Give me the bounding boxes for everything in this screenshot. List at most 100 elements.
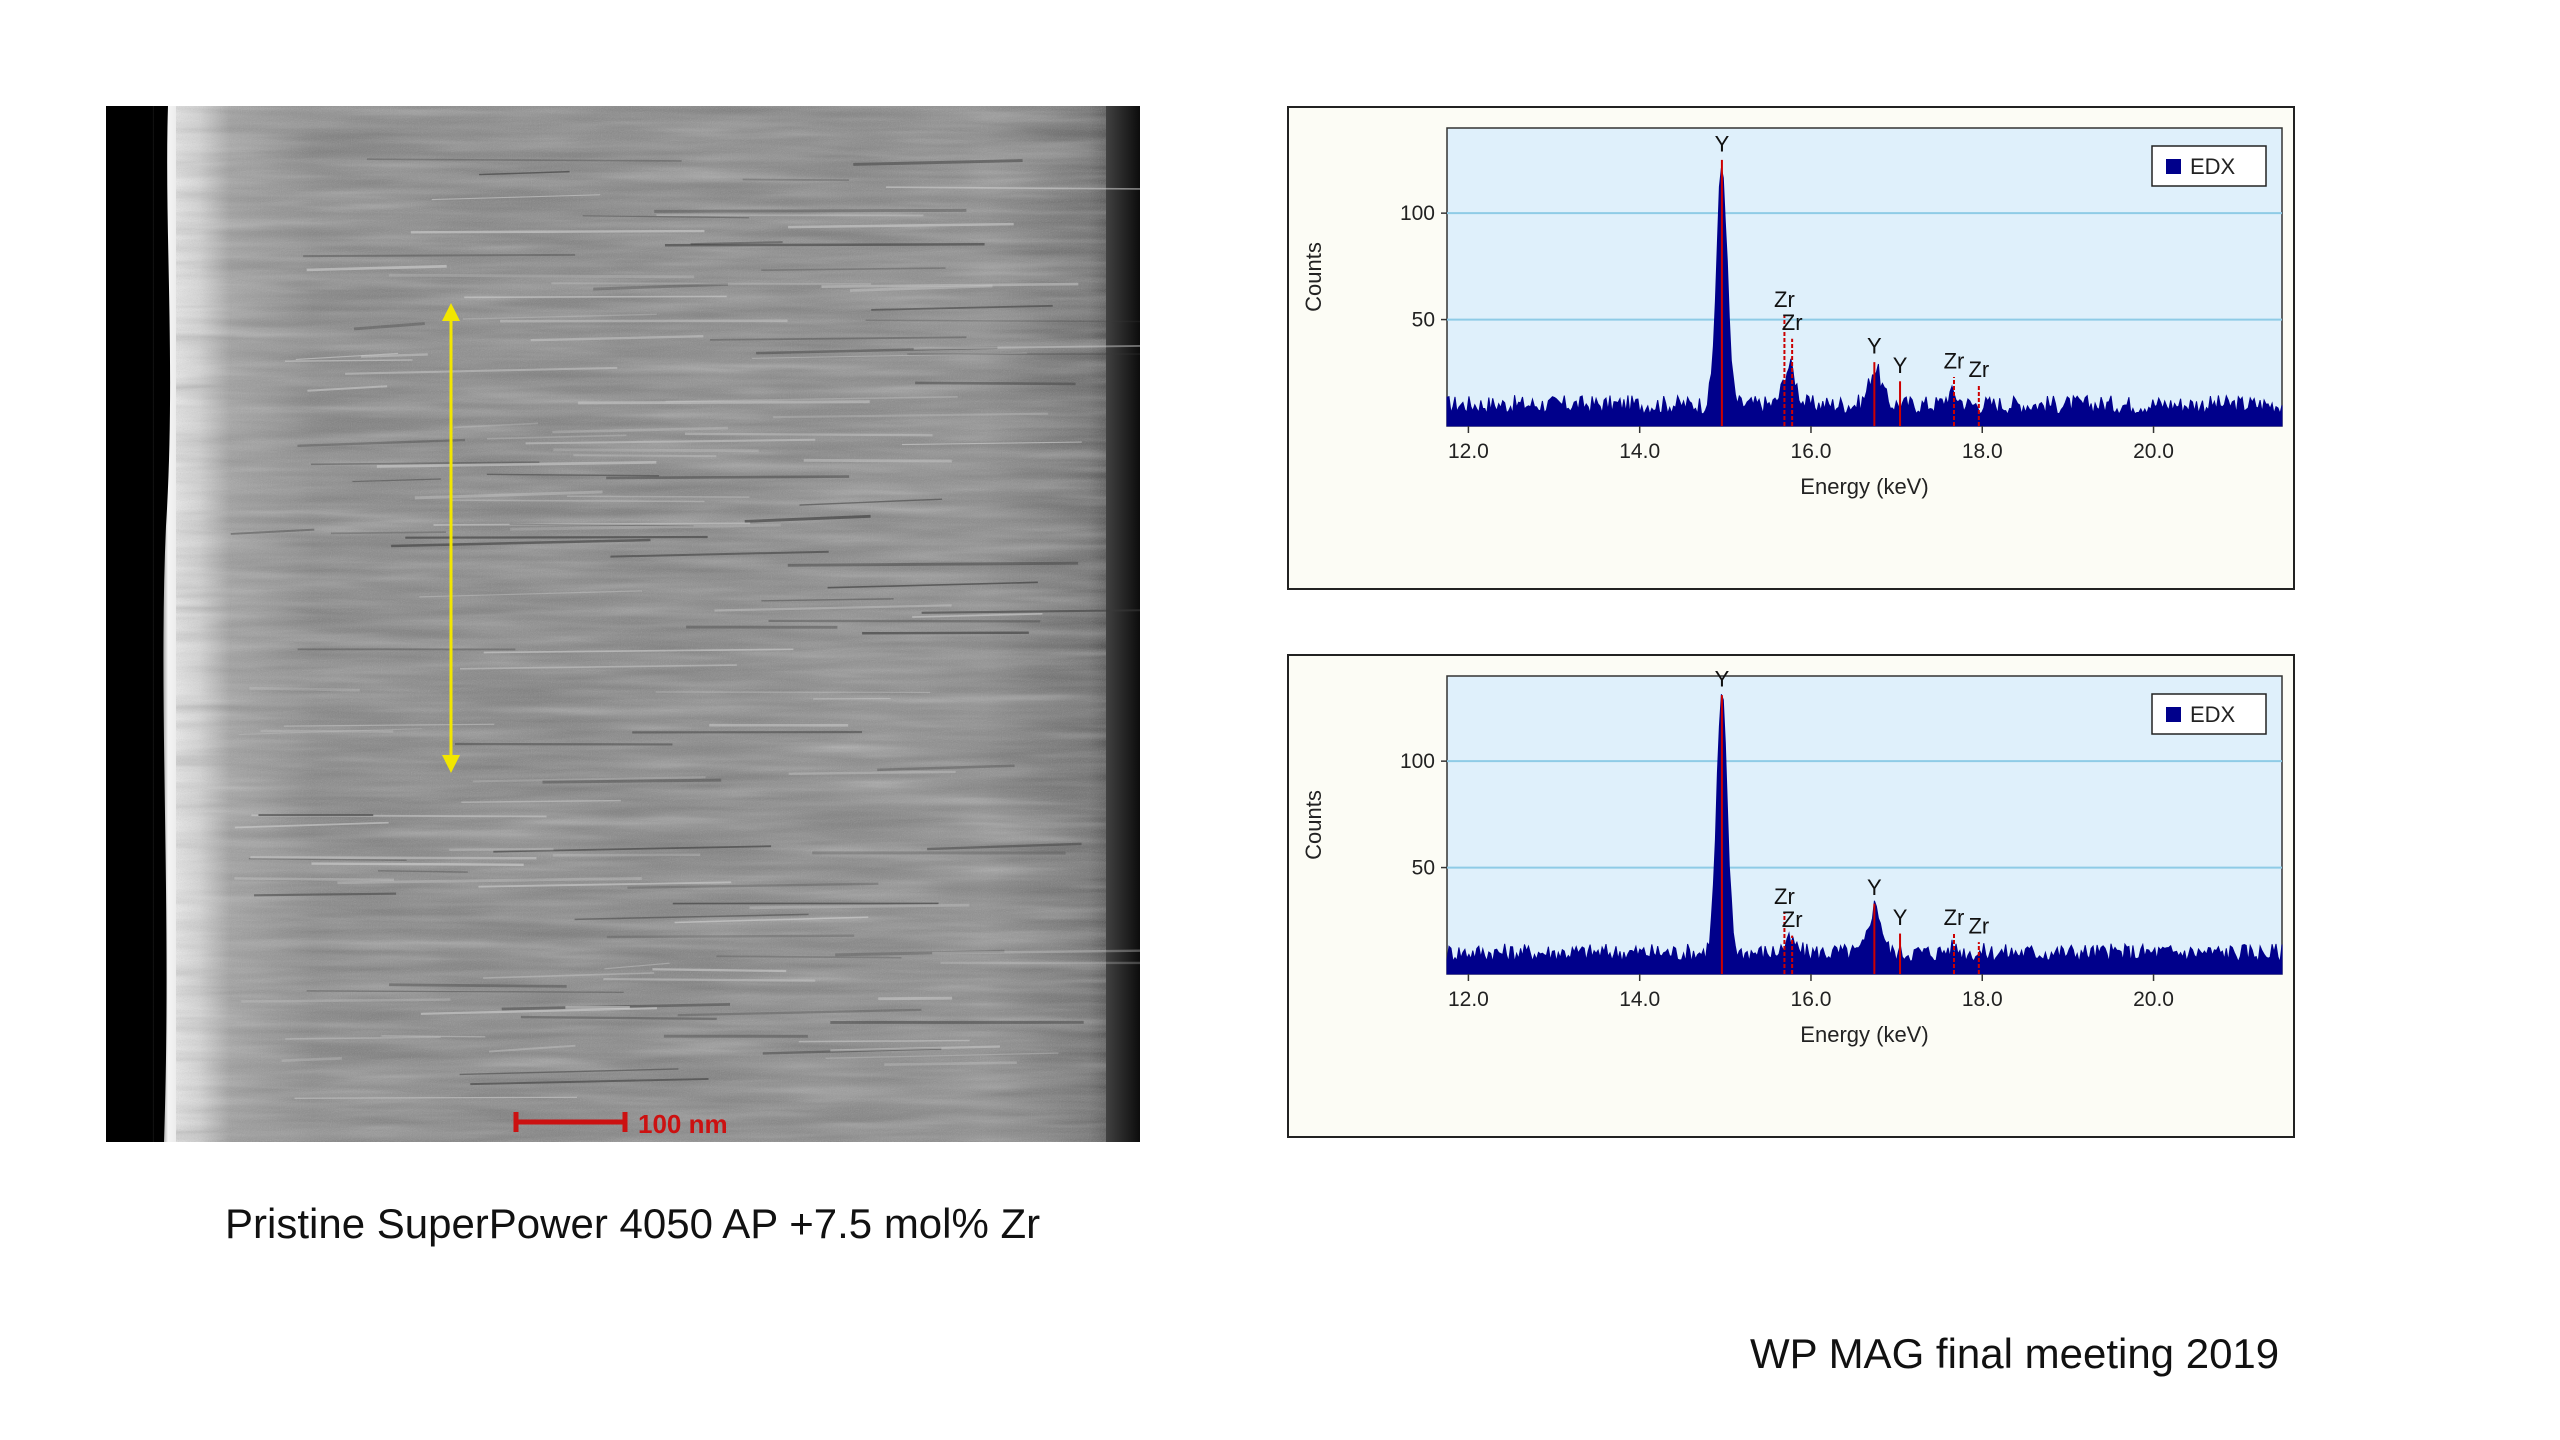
x-tick-label: 16.0 bbox=[1791, 440, 1832, 463]
sem-streak bbox=[574, 913, 809, 921]
sem-streak bbox=[849, 284, 993, 292]
sem-layer-streaks bbox=[230, 158, 1140, 1099]
sem-streak bbox=[744, 514, 871, 523]
sem-streak bbox=[654, 208, 967, 213]
sem-streak bbox=[684, 432, 933, 437]
peak-label: Zr bbox=[1968, 357, 1989, 382]
sem-streak bbox=[361, 353, 428, 358]
sem-streak bbox=[307, 385, 388, 392]
x-tick-label: 18.0 bbox=[1962, 988, 2003, 1011]
sem-micrograph: 100 nm bbox=[106, 106, 1140, 1142]
sem-streak bbox=[877, 764, 1015, 772]
sem-streak bbox=[464, 295, 727, 299]
sem-streak bbox=[787, 561, 1079, 567]
sem-streak bbox=[709, 336, 967, 341]
sem-streak bbox=[604, 962, 670, 970]
sem-micrograph-svg: 100 nm bbox=[106, 106, 1140, 1142]
spectrum-area bbox=[1446, 168, 2283, 427]
sem-streak bbox=[652, 968, 787, 973]
sem-streak bbox=[389, 983, 567, 988]
sem-streak bbox=[260, 729, 394, 733]
sem-streak bbox=[472, 776, 706, 783]
x-tick-label: 20.0 bbox=[2133, 440, 2174, 463]
sem-streak bbox=[294, 1096, 578, 1099]
sem-streak bbox=[552, 426, 728, 434]
y-tick-label: 100 bbox=[1400, 202, 1435, 225]
sem-streak bbox=[665, 395, 958, 403]
sem-streak bbox=[664, 243, 985, 247]
sem-streak bbox=[449, 499, 705, 503]
sem-streak bbox=[520, 1015, 717, 1021]
sem-streak bbox=[493, 845, 772, 853]
sem-streak bbox=[593, 282, 729, 291]
peak-label: Y bbox=[1867, 334, 1882, 359]
sem-streak bbox=[420, 1007, 657, 1015]
sem-streak bbox=[410, 229, 705, 234]
peak-label: Zr bbox=[1774, 884, 1795, 909]
sem-streak bbox=[366, 158, 682, 162]
sem-streak bbox=[388, 273, 695, 279]
sem-streak bbox=[825, 1052, 1059, 1059]
x-tick-label: 12.0 bbox=[1448, 988, 1489, 1011]
sem-streak bbox=[433, 522, 751, 526]
sem-streak bbox=[303, 253, 576, 258]
sem-streak bbox=[238, 728, 423, 736]
sem-dark-edge bbox=[154, 106, 171, 1142]
sem-streak bbox=[460, 664, 737, 670]
peak-label: Zr bbox=[1944, 905, 1965, 930]
y-axis-label: Counts bbox=[1301, 790, 1326, 860]
sem-streak bbox=[525, 438, 816, 445]
sem-streak bbox=[886, 186, 1140, 190]
sem-streak bbox=[486, 473, 660, 477]
sem-streak bbox=[921, 609, 1140, 614]
peak-label: Y bbox=[1893, 353, 1908, 378]
sem-streak bbox=[878, 996, 953, 1001]
sem-streak bbox=[884, 1061, 1017, 1066]
sem-streak bbox=[281, 1056, 342, 1063]
sem-streak bbox=[749, 903, 970, 910]
sem-streak bbox=[311, 862, 524, 866]
sem-streak bbox=[714, 604, 952, 612]
sem-streak bbox=[830, 1045, 1001, 1052]
x-tick-label: 16.0 bbox=[1791, 988, 1832, 1011]
legend-label: EDX bbox=[2190, 154, 2236, 179]
sem-streak bbox=[230, 528, 315, 535]
sem-streak bbox=[761, 267, 946, 272]
y-tick-label: 50 bbox=[1412, 857, 1435, 880]
sem-streak bbox=[912, 613, 1043, 618]
sem-streak bbox=[483, 648, 794, 654]
sem-streak bbox=[756, 346, 998, 355]
sem-streak bbox=[254, 892, 397, 897]
sem-streak bbox=[483, 972, 655, 979]
sem-streak bbox=[248, 857, 407, 862]
peak-label: Y bbox=[1867, 875, 1882, 900]
sem-streak bbox=[345, 366, 618, 375]
sem-streak bbox=[677, 1008, 922, 1017]
peak-label: Y bbox=[1893, 905, 1908, 930]
peak-label: Zr bbox=[1782, 907, 1803, 932]
sem-streak bbox=[234, 877, 394, 882]
sem-streak bbox=[603, 977, 816, 982]
sem-streak bbox=[486, 434, 627, 440]
sem-streak bbox=[461, 799, 621, 803]
legend-label: EDX bbox=[2190, 702, 2236, 727]
sem-streak bbox=[478, 881, 732, 888]
sem-streak bbox=[871, 304, 1053, 311]
sem-streak bbox=[378, 870, 468, 873]
sem-streak bbox=[330, 531, 446, 535]
sem-streak bbox=[913, 345, 1140, 350]
sem-streak bbox=[566, 495, 750, 498]
x-tick-label: 18.0 bbox=[1962, 440, 2003, 463]
sem-streak bbox=[606, 934, 855, 939]
sem-streak bbox=[449, 847, 554, 852]
peak-label: Y bbox=[1715, 667, 1730, 692]
y-tick-label: 100 bbox=[1400, 750, 1435, 773]
sem-streak bbox=[391, 538, 651, 548]
sem-streak bbox=[862, 631, 1029, 635]
sem-streak bbox=[788, 770, 956, 776]
x-tick-label: 20.0 bbox=[2133, 988, 2174, 1011]
sem-streak bbox=[552, 853, 701, 857]
sem-streak bbox=[582, 215, 749, 219]
